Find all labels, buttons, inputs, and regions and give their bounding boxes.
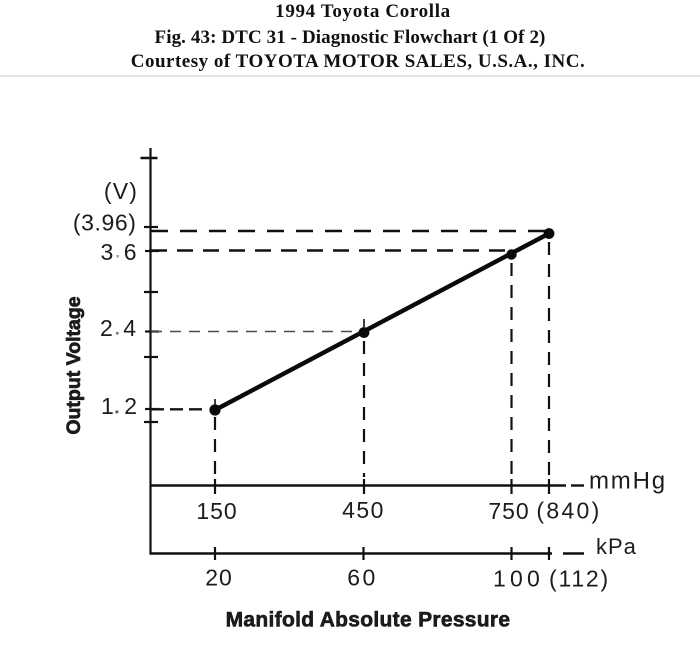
svg-text:1 2: 1 2: [101, 393, 139, 419]
svg-text:Manifold Absolute Pressure: Manifold Absolute Pressure: [226, 609, 511, 632]
svg-text:mmHg: mmHg: [589, 468, 667, 495]
svg-text:3 6: 3 6: [101, 239, 139, 265]
svg-text:Output Voltage: Output Voltage: [63, 296, 85, 434]
svg-text:(840): (840): [536, 498, 601, 524]
svg-text:(V): (V): [104, 178, 138, 204]
svg-text:2 4: 2 4: [100, 315, 138, 341]
svg-text:(3.96): (3.96): [73, 210, 137, 236]
svg-text:100: 100: [493, 566, 544, 592]
svg-text:20: 20: [205, 565, 233, 591]
svg-text:450: 450: [342, 497, 385, 523]
svg-text:60: 60: [347, 565, 378, 591]
svg-text:750: 750: [488, 498, 529, 524]
svg-text:kPa: kPa: [596, 534, 637, 559]
svg-text:(112): (112): [549, 566, 610, 592]
svg-text:150: 150: [196, 498, 237, 524]
